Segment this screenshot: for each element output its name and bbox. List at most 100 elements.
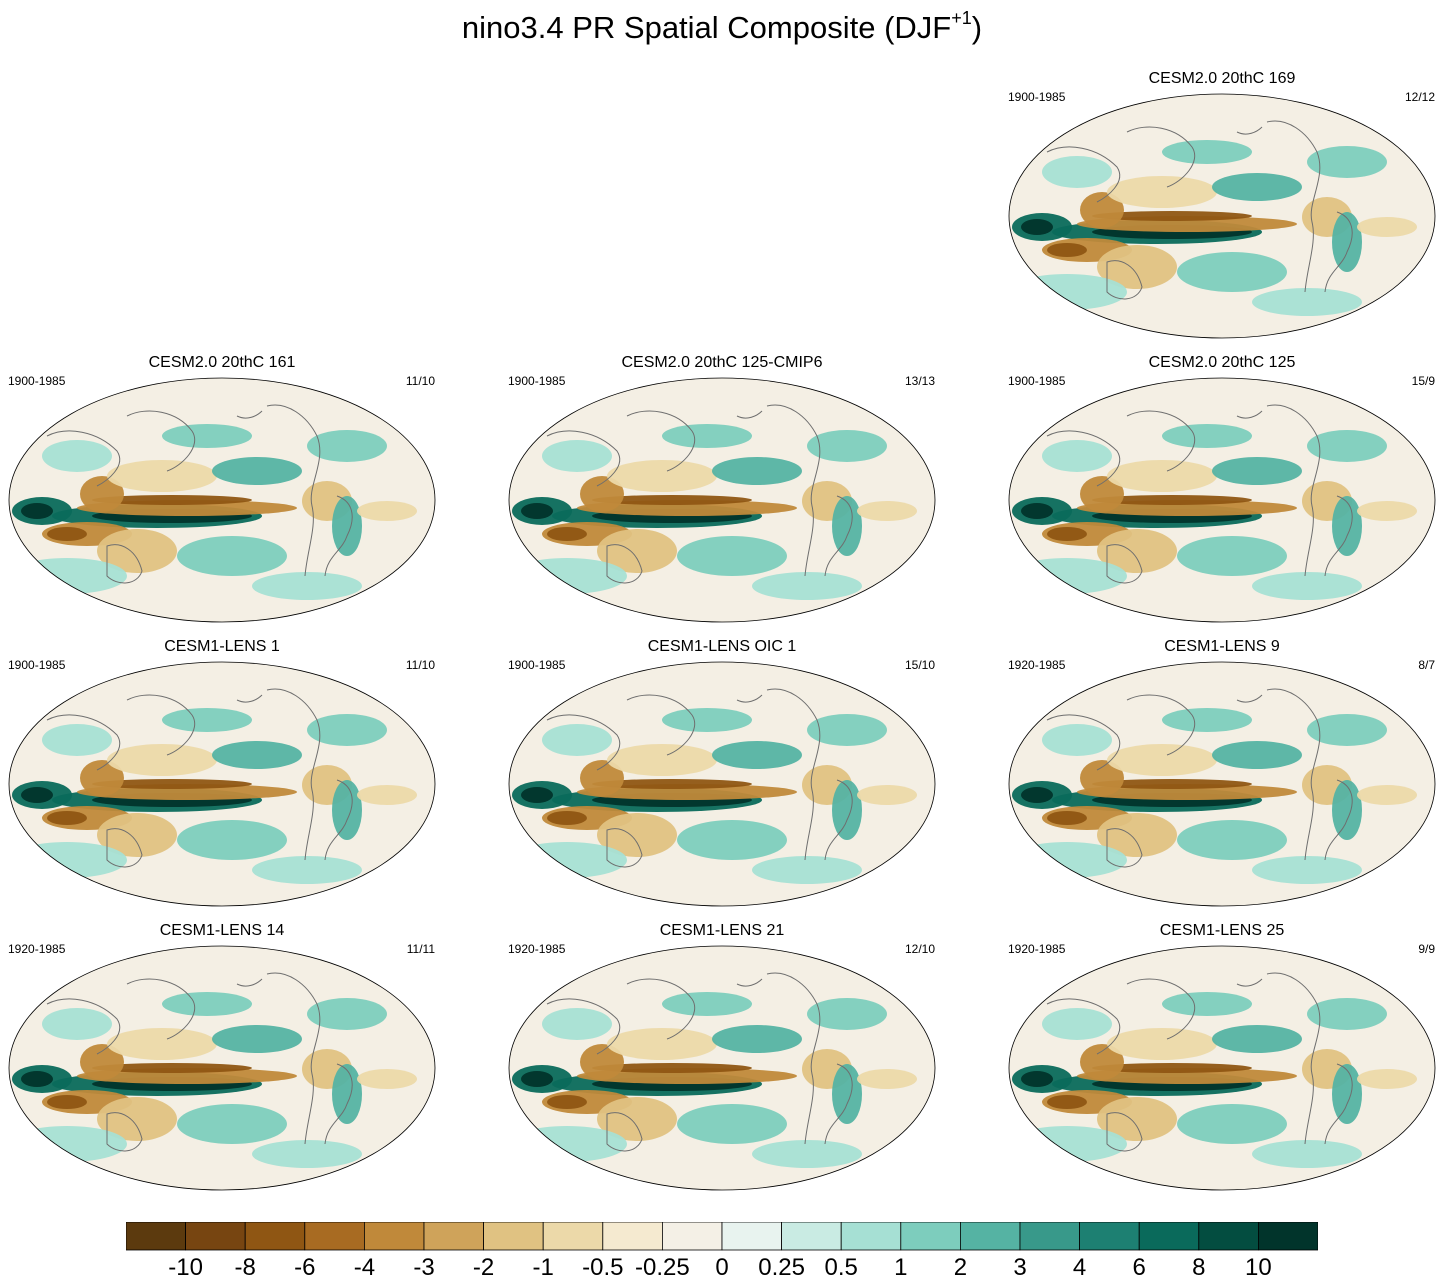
colorbar bbox=[126, 1222, 1318, 1251]
precip-anomaly-region bbox=[97, 1097, 177, 1141]
precip-anomaly-region bbox=[832, 496, 862, 556]
coastline bbox=[606, 544, 643, 584]
precip-anomaly-region bbox=[80, 476, 124, 512]
panel-count: 12/12 bbox=[1404, 90, 1435, 104]
colorbar-swatch bbox=[185, 1222, 246, 1251]
map-panel: CESM2.0 20thC 169 1900-1985 12/12 bbox=[1007, 70, 1437, 340]
precip-anomaly-region bbox=[580, 1044, 624, 1080]
panel-years: 1920-1985 bbox=[1008, 658, 1066, 672]
precip-anomaly-region bbox=[712, 457, 802, 485]
coastline bbox=[1266, 120, 1321, 293]
panel-title: CESM2.0 20thC 125-CMIP6 bbox=[621, 354, 823, 371]
precip-anomaly-region bbox=[9, 558, 127, 594]
coastline bbox=[1266, 688, 1321, 861]
precip-anomaly-region bbox=[162, 992, 252, 1016]
precip-anomaly-region bbox=[212, 1025, 302, 1053]
panel-title: CESM1-LENS 25 bbox=[1159, 922, 1285, 939]
colorbar-tick-label: 6 bbox=[1132, 1254, 1146, 1281]
precip-anomaly-region bbox=[107, 1028, 217, 1060]
panel-count: 11/10 bbox=[405, 374, 435, 388]
precip-anomaly-region bbox=[9, 1126, 127, 1162]
colorbar-tick-label: -8 bbox=[234, 1254, 256, 1281]
precip-anomaly-region bbox=[580, 476, 624, 512]
colorbar-swatch bbox=[662, 1222, 723, 1251]
figure-title-superscript: +1 bbox=[951, 8, 972, 28]
precip-anomaly-region bbox=[1307, 998, 1387, 1030]
colorbar-tick-label: 10 bbox=[1245, 1254, 1272, 1281]
coastline bbox=[1106, 260, 1143, 300]
precip-anomaly-region bbox=[1009, 274, 1127, 310]
precip-anomaly-region bbox=[662, 708, 752, 732]
colorbar-swatch bbox=[483, 1222, 544, 1251]
precip-anomaly-region bbox=[162, 424, 252, 448]
map-border bbox=[508, 377, 936, 623]
colorbar-swatch bbox=[304, 1222, 365, 1251]
precip-map bbox=[1008, 945, 1436, 1191]
precip-anomaly-region bbox=[592, 779, 752, 789]
panel-title: CESM2.0 20thC 161 bbox=[148, 354, 296, 371]
map-border bbox=[508, 945, 936, 1191]
colorbar-tick-label: 0.25 bbox=[758, 1254, 805, 1281]
map-border bbox=[8, 377, 436, 623]
precip-anomaly-region bbox=[857, 785, 917, 805]
colorbar-swatch bbox=[1079, 1222, 1140, 1251]
precip-field bbox=[1009, 120, 1417, 316]
colorbar-swatch bbox=[423, 1222, 484, 1251]
precip-anomaly-region bbox=[177, 820, 287, 860]
coastline bbox=[1046, 998, 1120, 1055]
panel-title: CESM1-LENS 1 bbox=[164, 638, 280, 655]
precip-anomaly-region bbox=[1097, 813, 1177, 857]
precip-field bbox=[9, 688, 417, 884]
coastline bbox=[1106, 1112, 1143, 1152]
panel-years: 1920-1985 bbox=[1008, 942, 1066, 956]
precip-anomaly-region bbox=[162, 708, 252, 732]
coastline bbox=[106, 828, 143, 868]
precip-anomaly-region bbox=[42, 724, 112, 756]
precip-anomaly-region bbox=[1080, 760, 1124, 796]
coastline bbox=[546, 998, 620, 1055]
precip-anomaly-region bbox=[1107, 744, 1217, 776]
coastline bbox=[546, 714, 620, 771]
precip-anomaly-region bbox=[1092, 495, 1252, 505]
precip-anomaly-region bbox=[1092, 1063, 1252, 1073]
precip-anomaly-region bbox=[1357, 785, 1417, 805]
colorbar-tick-label: -1 bbox=[532, 1254, 554, 1281]
precip-anomaly-region bbox=[597, 529, 677, 573]
precip-anomaly-region bbox=[1080, 476, 1124, 512]
colorbar-swatch bbox=[721, 1222, 782, 1251]
precip-anomaly-region bbox=[1107, 1028, 1217, 1060]
precip-anomaly-region bbox=[92, 779, 252, 789]
precip-anomaly-region bbox=[9, 842, 127, 878]
precip-anomaly-region bbox=[177, 536, 287, 576]
panel-title: CESM1-LENS OIC 1 bbox=[647, 638, 797, 655]
colorbar-tick-label: 8 bbox=[1192, 1254, 1206, 1281]
precip-anomaly-region bbox=[597, 813, 677, 857]
colorbar-tick-label: -10 bbox=[168, 1254, 203, 1281]
coastline bbox=[606, 828, 643, 868]
precip-anomaly-region bbox=[542, 724, 612, 756]
precip-anomaly-region bbox=[357, 1069, 417, 1089]
coastline bbox=[1324, 1063, 1353, 1145]
precip-anomaly-region bbox=[547, 527, 587, 541]
coastline bbox=[606, 1112, 643, 1152]
colorbar-swatch bbox=[602, 1222, 663, 1251]
coastline bbox=[1236, 694, 1263, 703]
panel-years: 1900-1985 bbox=[508, 658, 566, 672]
coastline bbox=[1106, 828, 1143, 868]
colorbar-tick-label: 3 bbox=[1013, 1254, 1027, 1281]
panel-count: 9/9 bbox=[1418, 942, 1435, 956]
precip-anomaly-region bbox=[332, 1064, 362, 1124]
colorbar-tick-label: -3 bbox=[413, 1254, 435, 1281]
precip-anomaly-region bbox=[521, 1071, 553, 1087]
precip-anomaly-region bbox=[1042, 440, 1112, 472]
precip-anomaly-region bbox=[1332, 496, 1362, 556]
precip-anomaly-region bbox=[1212, 741, 1302, 769]
precip-anomaly-region bbox=[580, 760, 624, 796]
coastline bbox=[1324, 211, 1353, 293]
precip-anomaly-region bbox=[1080, 1044, 1124, 1080]
coastline bbox=[324, 779, 353, 861]
precip-anomaly-region bbox=[1212, 1025, 1302, 1053]
precip-anomaly-region bbox=[1097, 1097, 1177, 1141]
precip-anomaly-region bbox=[252, 1140, 362, 1168]
coastline bbox=[266, 688, 321, 861]
